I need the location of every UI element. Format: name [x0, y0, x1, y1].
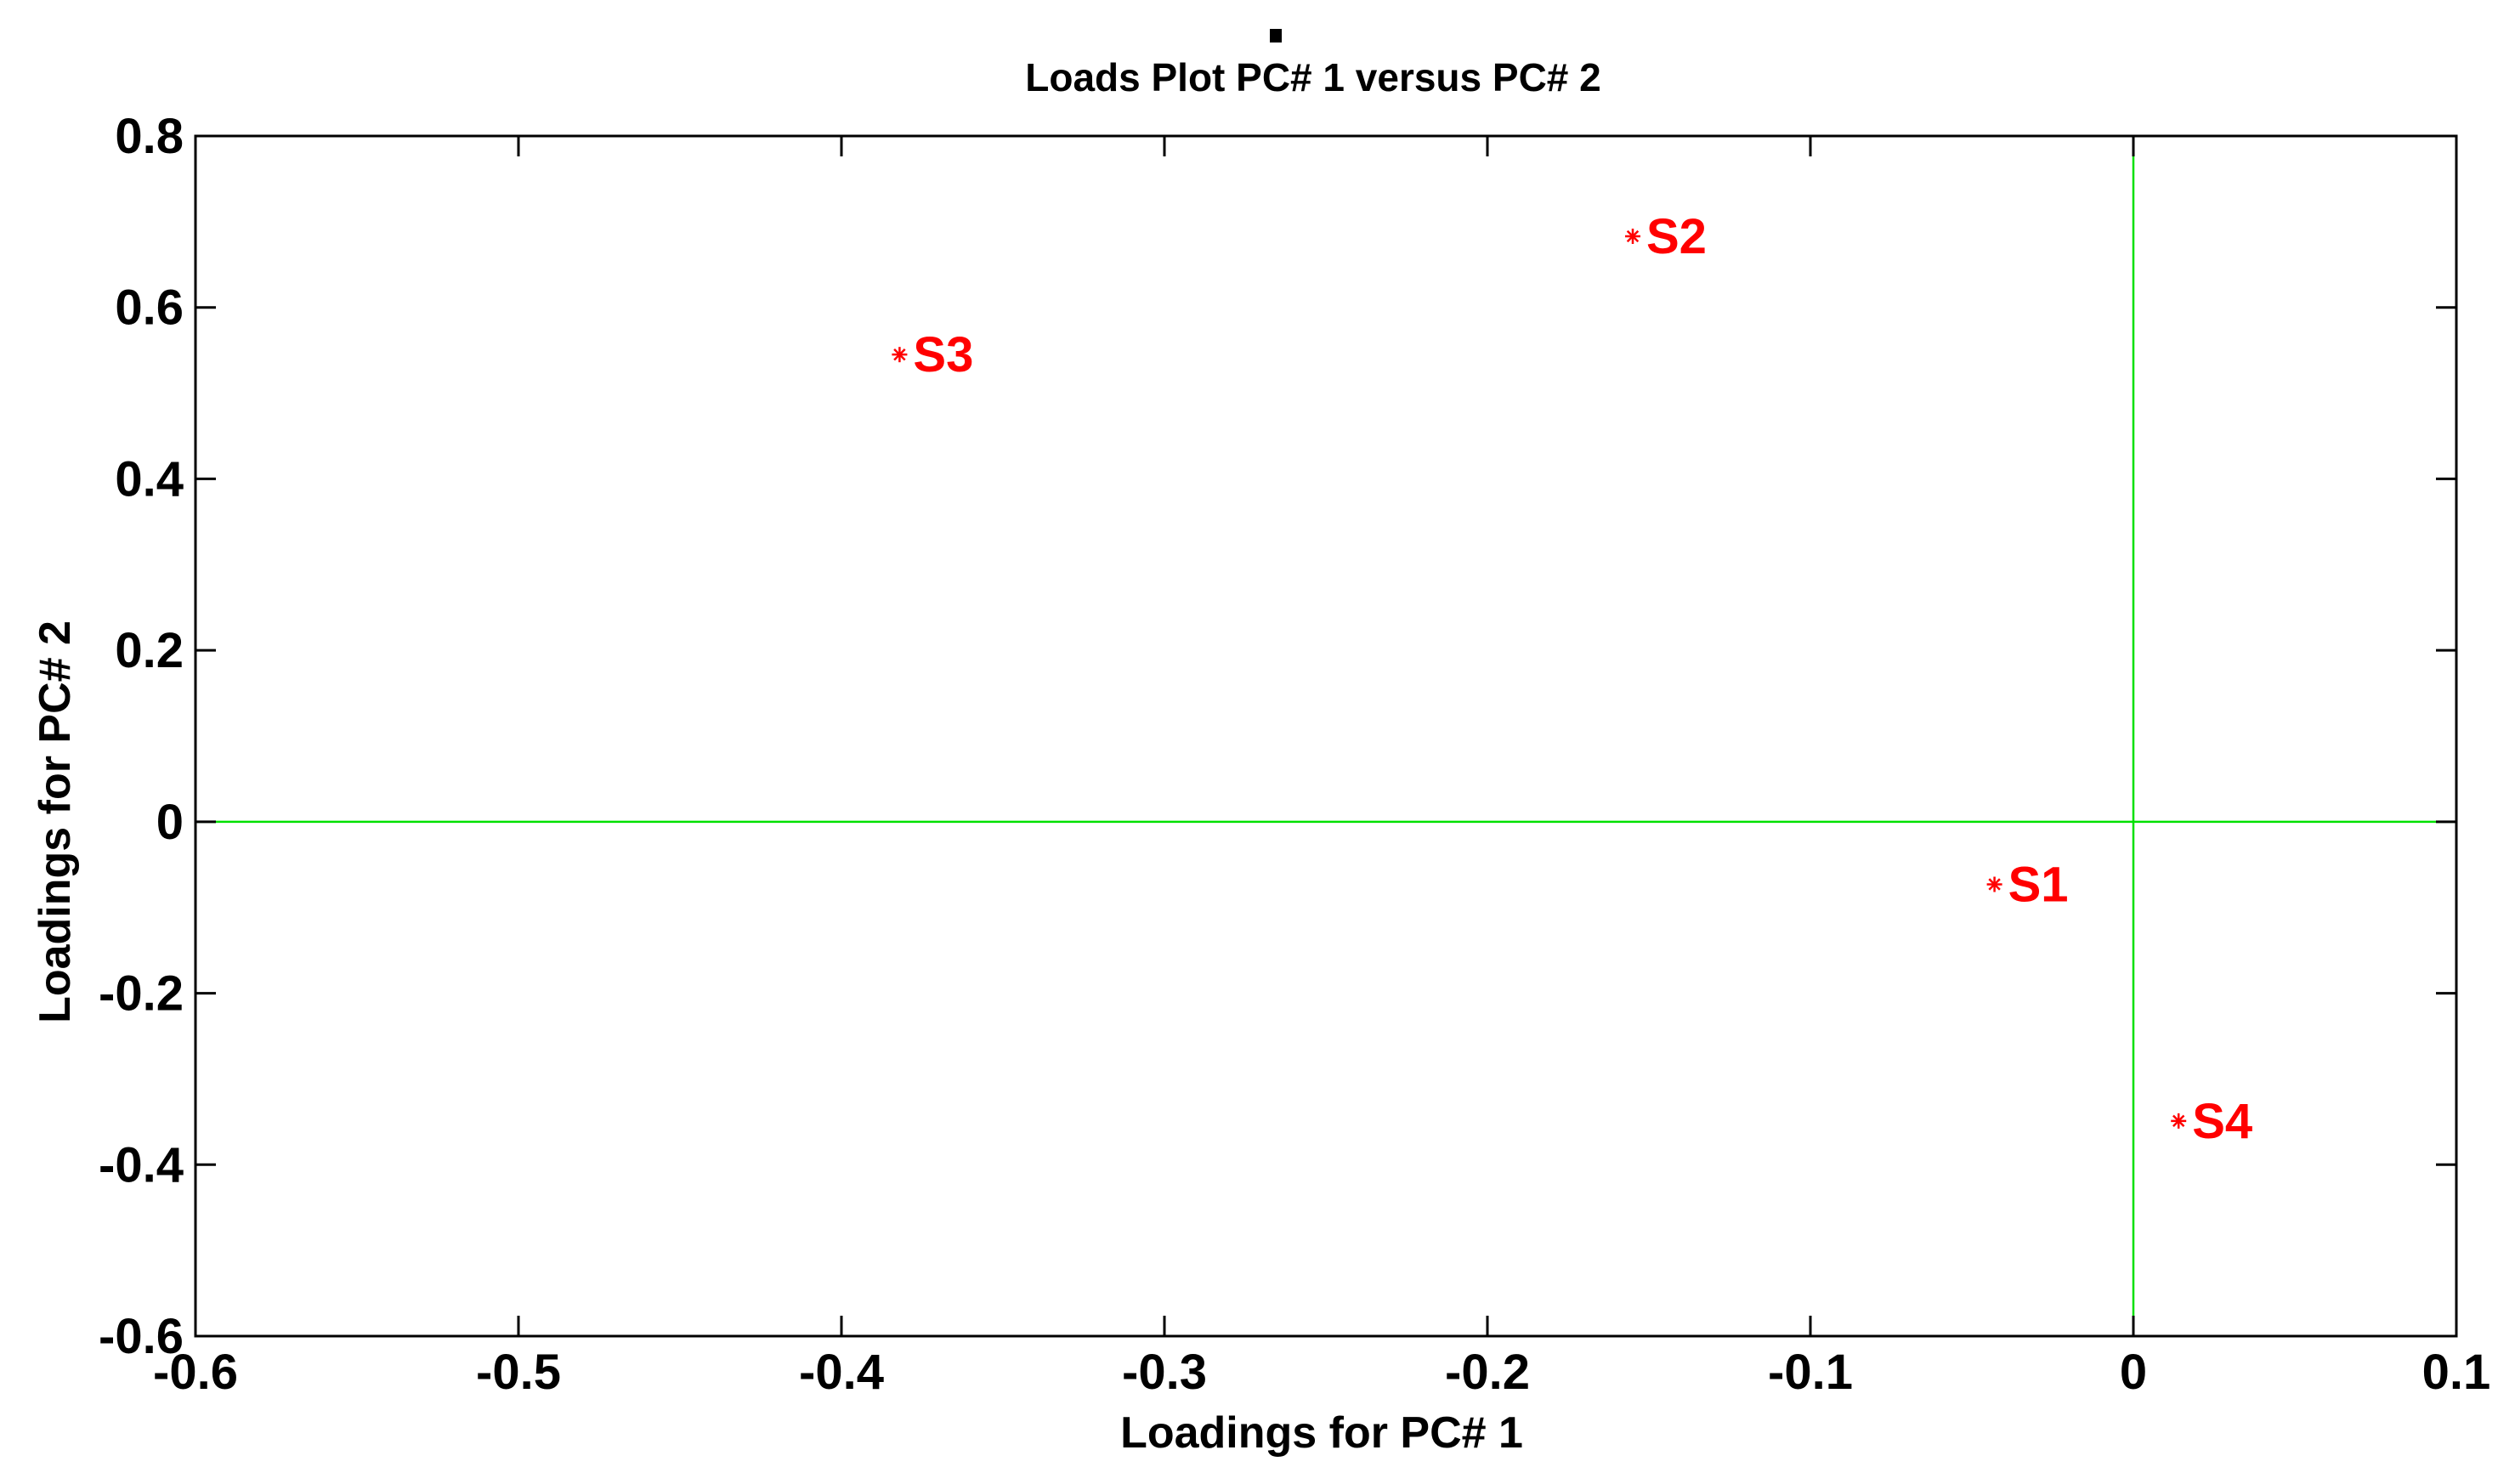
plot-area: -0.6 -0.5 -0.4 -0.3 -0.2 -0.1 0 0.1 0.8 0.6 0.4 0.2… — [99, 109, 2490, 1400]
chart-title: Loads Plot PC# 1 versus PC# 2 — [1025, 55, 1601, 99]
data-label-s1: S1 — [2008, 857, 2069, 912]
data-point-s2 — [1625, 229, 1640, 245]
y-tick-label: -0.4 — [99, 1137, 184, 1192]
figure-marker — [1270, 29, 1282, 42]
y-tick-label: -0.2 — [99, 966, 184, 1022]
axes-box — [194, 134, 2458, 1338]
data-point-s4 — [2171, 1113, 2187, 1129]
x-tick-label: -0.6 — [153, 1345, 238, 1400]
data-point-s1 — [1986, 876, 2002, 892]
data-label-s4: S4 — [2192, 1094, 2252, 1149]
x-tick-label: -0.1 — [1768, 1345, 1853, 1400]
data-label-s3: S3 — [913, 327, 973, 382]
data-label-s2: S2 — [1646, 209, 1707, 264]
x-tick-label: 0.1 — [2422, 1345, 2491, 1400]
y-tick-label: 0.2 — [115, 623, 184, 678]
y-axis-label: Loadings for PC# 2 — [31, 620, 80, 1023]
asterisk-marker-stroke — [1988, 878, 2001, 891]
y-tick-label: 0.8 — [115, 109, 184, 164]
x-tick-label: -0.5 — [476, 1345, 561, 1400]
y-tick-label: -0.6 — [99, 1309, 184, 1364]
x-tick-label: -0.4 — [799, 1345, 884, 1400]
y-tick-label: 0.4 — [115, 451, 184, 507]
asterisk-marker-stroke — [1626, 229, 1640, 243]
asterisk-marker-stroke — [2172, 1114, 2185, 1128]
x-axis-label: Loadings for PC# 1 — [1120, 1408, 1523, 1458]
data-point-s3 — [892, 347, 908, 363]
y-tick-label: 0 — [156, 795, 184, 850]
x-tick-label: -0.2 — [1445, 1345, 1530, 1400]
asterisk-marker-stroke — [893, 348, 906, 361]
y-tick-label: 0.6 — [115, 280, 184, 336]
x-tick-label: -0.3 — [1122, 1345, 1207, 1400]
x-tick-label: 0 — [2120, 1345, 2147, 1400]
